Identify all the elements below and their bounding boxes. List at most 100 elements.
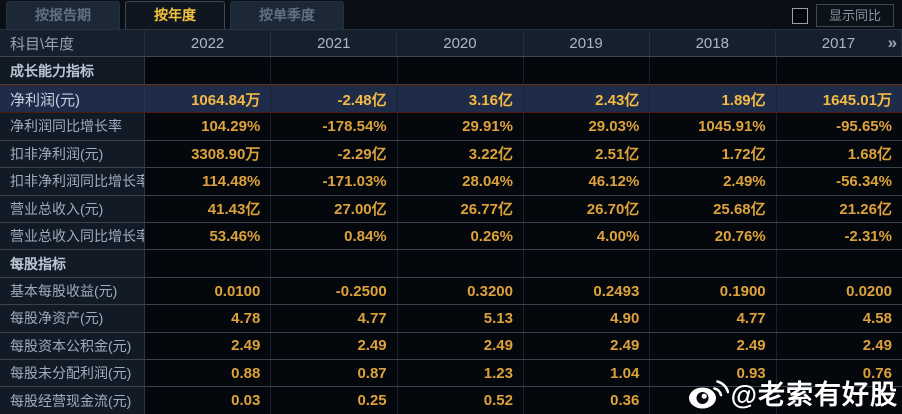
row-label: 净利润同比增长率 xyxy=(0,113,145,140)
value-cell xyxy=(397,57,524,84)
value-cell: 2.43亿 xyxy=(523,85,651,113)
tab-1-active[interactable]: 按年度 xyxy=(125,1,225,29)
value-cell: 1.04 xyxy=(523,360,651,387)
value-cell xyxy=(397,250,524,277)
value-cell: 0.36 xyxy=(523,387,651,414)
row-label: 成长能力指标 xyxy=(0,57,145,84)
show-yoy-checkbox[interactable] xyxy=(791,7,808,24)
value-cell: 4.58 xyxy=(776,305,902,332)
row-label: 营业总收入同比增长率 xyxy=(0,222,145,250)
value-cell: 27.00亿 xyxy=(271,195,398,222)
value-cell: 1645.01万 xyxy=(776,85,902,113)
value-cell: 1.23 xyxy=(397,360,524,387)
row-label: 基本每股收益(元) xyxy=(0,277,145,305)
year-label: 2022 xyxy=(190,34,225,52)
indicators-table: 科目\年度 2022 2021 2020 2019 2018 2017 » 成长能力指标 净利… xyxy=(0,30,902,414)
tab-0[interactable]: 按报告期 xyxy=(6,1,120,29)
value-cell: 0.2493 xyxy=(523,277,651,305)
year-header: 2019 xyxy=(523,30,650,57)
table-row: 每股净资产(元) 4.78 4.77 5.13 4.90 4.77 4.58 xyxy=(0,305,902,333)
value-cell: 114.48% xyxy=(145,168,272,195)
value-cell: 3308.90万 xyxy=(145,140,272,168)
value-cell: 1.89亿 xyxy=(650,85,777,113)
value-cell: 3.22亿 xyxy=(397,140,524,168)
row-label: 净利润(元) xyxy=(0,85,145,113)
value-cell: 2.49 xyxy=(271,332,398,360)
value-cell xyxy=(145,57,272,84)
value-cell: 0.76 xyxy=(776,360,902,387)
tab-2[interactable]: 按单季度 xyxy=(230,1,344,29)
value-cell xyxy=(271,250,398,277)
value-cell: 25.68亿 xyxy=(650,195,777,222)
section-row: 成长能力指标 xyxy=(0,57,902,85)
value-cell: -0.2500 xyxy=(271,277,398,305)
year-label: 2017 xyxy=(821,34,856,52)
value-cell xyxy=(145,250,272,277)
value-cell: 4.78 xyxy=(145,305,272,332)
year-label: 2020 xyxy=(443,34,477,52)
value-cell: 3.16亿 xyxy=(397,85,524,113)
year-header: 2020 xyxy=(397,30,524,57)
row-label: 扣非净利润同比增长率 xyxy=(0,168,145,195)
show-yoy-label[interactable]: 显示同比 xyxy=(815,4,894,27)
value-cell xyxy=(776,57,902,84)
value-cell xyxy=(776,387,902,414)
value-cell: 2.49 xyxy=(397,332,524,360)
header-row: 科目\年度 2022 2021 2020 2019 2018 2017 » xyxy=(0,30,902,58)
value-cell xyxy=(650,57,777,84)
value-cell: -95.65% xyxy=(776,113,902,140)
year-header: 2022 xyxy=(145,30,272,57)
value-cell: 5.13 xyxy=(397,305,524,332)
value-cell: 2.49 xyxy=(776,332,902,360)
value-cell: 0.84% xyxy=(271,222,398,250)
value-cell: 0.03 xyxy=(145,387,272,414)
value-cell: -2.48亿 xyxy=(271,85,398,113)
value-cell: 0.3200 xyxy=(397,277,524,305)
table-row: 净利润同比增长率 104.29% -178.54% 29.91% 29.03% 1045.… xyxy=(0,113,902,141)
value-cell: -2.29亿 xyxy=(271,140,398,168)
value-cell: 46.12% xyxy=(523,168,651,195)
value-cell: 2.49 xyxy=(145,332,272,360)
value-cell: 0.88 xyxy=(145,360,272,387)
value-cell: 0.87 xyxy=(271,360,398,387)
value-cell: 4.00% xyxy=(523,222,651,250)
value-cell: 0.0200 xyxy=(776,277,902,305)
value-cell: 2.49 xyxy=(523,332,651,360)
year-label: 2019 xyxy=(569,34,603,52)
table-row: 扣非净利润同比增长率 114.48% -171.03% 28.04% 46.12% 2.4… xyxy=(0,168,902,196)
row-label: 营业总收入(元) xyxy=(0,195,145,222)
table-row: 扣非净利润(元) 3308.90万 -2.29亿 3.22亿 2.51亿 1.72亿 1.6… xyxy=(0,140,902,169)
table-row: 每股经营现金流(元) 0.03 0.25 0.52 0.36 xyxy=(0,387,902,414)
section-row: 每股指标 xyxy=(0,250,902,278)
value-cell: 53.46% xyxy=(145,222,272,250)
yoy-controls: 显示同比 xyxy=(791,4,894,27)
row-label: 每股未分配利润(元) xyxy=(0,360,145,387)
value-cell: -2.31% xyxy=(776,222,902,250)
value-cell: 2.49 xyxy=(650,332,777,360)
value-cell: 2.51亿 xyxy=(523,140,651,168)
value-cell: 1064.84万 xyxy=(145,85,272,113)
value-cell: 29.91% xyxy=(397,113,524,140)
value-cell: -171.03% xyxy=(271,168,398,195)
row-label: 每股指标 xyxy=(0,250,145,277)
more-columns-icon[interactable]: » xyxy=(887,33,898,53)
value-cell xyxy=(776,250,902,277)
value-cell: 4.90 xyxy=(523,305,651,332)
value-cell: 0.52 xyxy=(397,387,524,414)
value-cell: 2.49% xyxy=(650,168,777,195)
row-label: 每股经营现金流(元) xyxy=(0,387,145,414)
table-row: 基本每股收益(元) 0.0100 -0.2500 0.3200 0.2493 0.1900… xyxy=(0,277,902,306)
value-cell: 29.03% xyxy=(523,113,651,140)
year-label: 2021 xyxy=(317,34,351,52)
row-label: 扣非净利润(元) xyxy=(0,140,145,168)
value-cell: 26.70亿 xyxy=(523,195,651,222)
value-cell xyxy=(650,250,777,277)
value-cell: 1.68亿 xyxy=(776,140,902,168)
value-cell xyxy=(650,387,777,414)
row-label: 每股资本公积金(元) xyxy=(0,332,145,360)
year-header: 2017 » xyxy=(775,30,902,57)
value-cell xyxy=(271,57,398,84)
value-cell: 0.93 xyxy=(650,360,777,387)
value-cell: 1.72亿 xyxy=(650,140,777,168)
